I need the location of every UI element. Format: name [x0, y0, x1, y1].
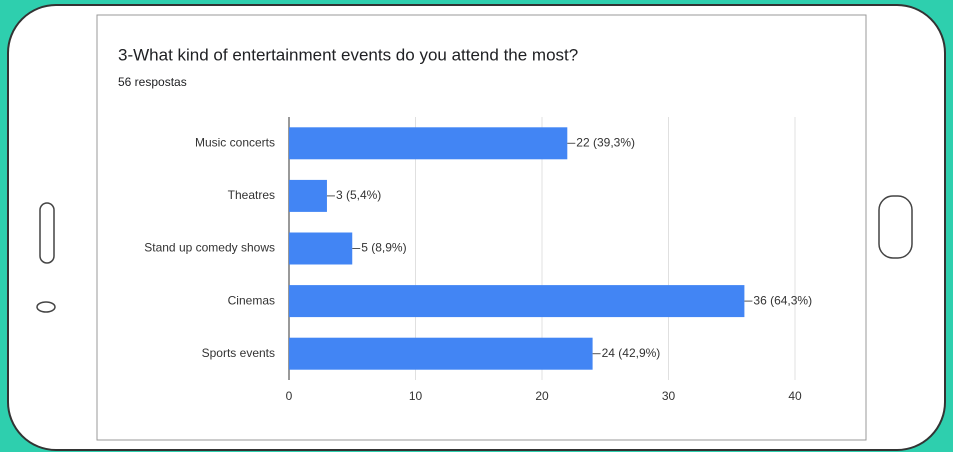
y-tick-label: Cinemas	[228, 293, 275, 307]
y-tick-label: Sports events	[202, 346, 275, 360]
x-tick-label: 10	[409, 389, 423, 403]
card	[96, 14, 867, 441]
phone-button	[39, 202, 55, 264]
bar	[289, 285, 745, 318]
phone-sensor	[36, 301, 56, 313]
x-tick-label: 20	[535, 389, 549, 403]
x-tick-label: 40	[788, 389, 802, 403]
value-label: 3 (5,4%)	[336, 188, 381, 202]
value-label: 22 (39,3%)	[576, 135, 635, 149]
y-tick-label: Music concerts	[195, 135, 275, 149]
chart-subtitle: 56 respostas	[118, 75, 187, 89]
value-label: 36 (64,3%)	[753, 293, 812, 307]
x-tick-label: 0	[286, 389, 293, 403]
bar	[289, 127, 568, 160]
y-tick-label: Stand up comedy shows	[144, 241, 275, 255]
phone-button	[878, 195, 913, 259]
x-tick-label: 30	[662, 389, 676, 403]
bar	[289, 179, 327, 212]
value-label: 24 (42,9%)	[602, 346, 661, 360]
bar	[289, 337, 593, 370]
value-label: 5 (8,9%)	[361, 241, 406, 255]
y-tick-label: Theatres	[228, 188, 275, 202]
chart-title: 3-What kind of entertainment events do y…	[118, 45, 578, 64]
bar	[289, 232, 353, 265]
